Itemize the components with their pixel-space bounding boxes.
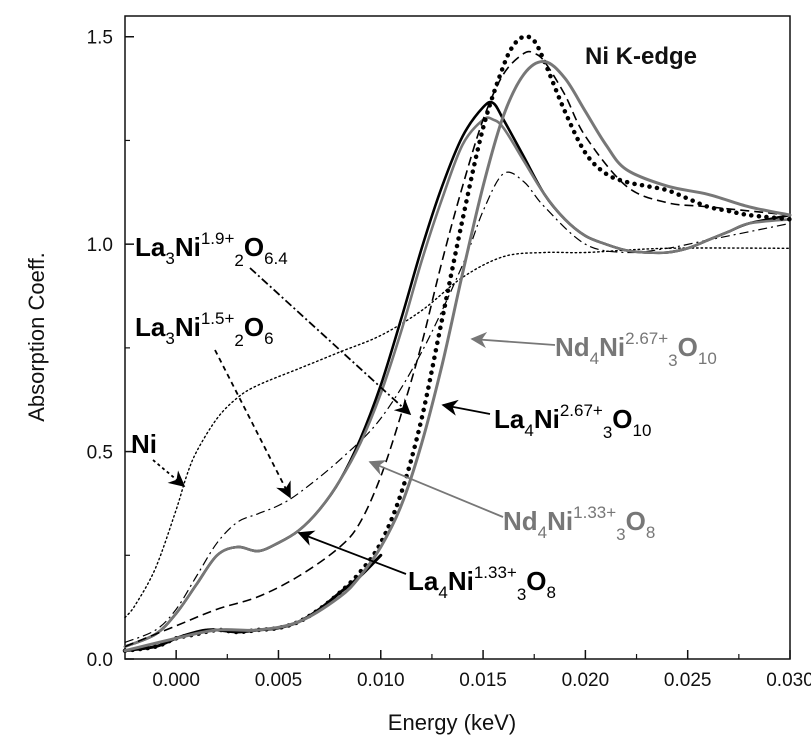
- annotation-la3ni19: La3Ni1.9+2O6.4: [135, 229, 288, 270]
- annotation-arrow-6: [368, 460, 504, 518]
- y-axis-title: Absorption Coeff.: [24, 252, 49, 422]
- annotation-nd4ni267: Nd4Ni2.67+3O10: [555, 329, 717, 370]
- annotation-nd4ni133: Nd4Ni1.33+3O8: [503, 503, 655, 544]
- y-tick-label-2: 1.0: [87, 235, 113, 256]
- arrows-layer: [152, 267, 556, 575]
- series-line-5: [124, 50, 791, 648]
- annotation-arrow-5: [441, 399, 491, 416]
- labels-layer: La3Ni1.9+2O6.4 La3Ni1.5+2O6 Ni Nd4Ni2.67+3O…: [131, 229, 717, 604]
- x-tick-label-6: 0.030: [766, 670, 811, 691]
- series-line-1: [124, 247, 791, 619]
- chart-title: Ni K-edge: [585, 43, 697, 70]
- annotation-ni: Ni: [131, 429, 157, 459]
- x-tick-label-3: 0.015: [459, 670, 507, 691]
- x-tick-label-0: 0.000: [152, 670, 200, 691]
- annotation-arrow-3: [152, 459, 186, 488]
- annotation-la3ni15: La3Ni1.5+2O6: [135, 309, 274, 350]
- series-line-4: [123, 116, 792, 648]
- series-line-8: [123, 60, 792, 653]
- annotation-la4ni133: La4Ni1.33+3O8: [408, 563, 556, 604]
- series-line-2: [124, 171, 791, 643]
- annotation-arrow-1: [249, 267, 412, 416]
- x-tick-label-5: 0.025: [664, 670, 712, 691]
- annotation-arrow-7: [297, 530, 407, 575]
- plot-area: [124, 15, 791, 660]
- x-axis-title: Energy (keV): [388, 710, 516, 735]
- y-tick-label-0: 0.0: [87, 650, 113, 671]
- series-layer: [122, 34, 793, 653]
- y-tick-label-1: 0.5: [87, 443, 113, 464]
- ticks-layer: 0.000 0.005 0.010 0.015 0.020 0.025 0.030 0.0 0.…: [87, 28, 811, 691]
- annotation-arrow-2: [214, 349, 291, 499]
- x-tick-label-4: 0.020: [562, 670, 610, 691]
- x-tick-label-1: 0.005: [255, 670, 303, 691]
- annotation-arrow-4: [470, 331, 556, 349]
- annotation-la4ni267: La4Ni2.67+3O10: [494, 401, 651, 442]
- y-tick-label-3: 1.5: [87, 28, 113, 49]
- x-tick-label-2: 0.010: [357, 670, 405, 691]
